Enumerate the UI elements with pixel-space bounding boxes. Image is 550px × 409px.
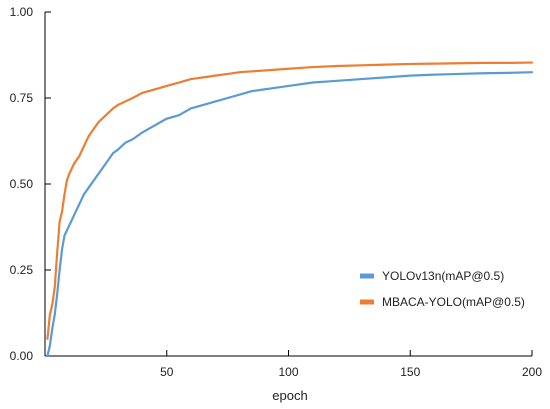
legend: YOLOv13n(mAP@0.5) MBACA-YOLO(mAP@0.5) — [360, 269, 525, 309]
y-tick-label: 0.00 — [10, 349, 34, 363]
axes: 0.00 0.25 0.50 0.75 1.00 50 100 150 200 — [10, 5, 543, 379]
x-tick-label: 50 — [160, 365, 174, 379]
legend-label: YOLOv13n(mAP@0.5) — [382, 269, 504, 283]
x-tick-label: 200 — [522, 365, 542, 379]
x-tick-label: 150 — [400, 365, 420, 379]
series-lines — [46, 61, 534, 358]
x-axis-title: epoch — [272, 388, 307, 403]
y-tick-label: 0.75 — [10, 91, 34, 105]
series-line-0 — [46, 71, 534, 358]
y-ticks: 0.00 0.25 0.50 0.75 1.00 — [10, 5, 51, 363]
x-tick-label: 100 — [278, 365, 298, 379]
y-tick-label: 0.50 — [10, 177, 34, 191]
legend-label: MBACA-YOLO(mAP@0.5) — [382, 295, 525, 309]
x-ticks: 50 100 150 200 — [160, 350, 542, 379]
series-line-1 — [46, 61, 534, 340]
y-tick-label: 0.25 — [10, 263, 34, 277]
y-tick-label: 1.00 — [10, 5, 34, 19]
